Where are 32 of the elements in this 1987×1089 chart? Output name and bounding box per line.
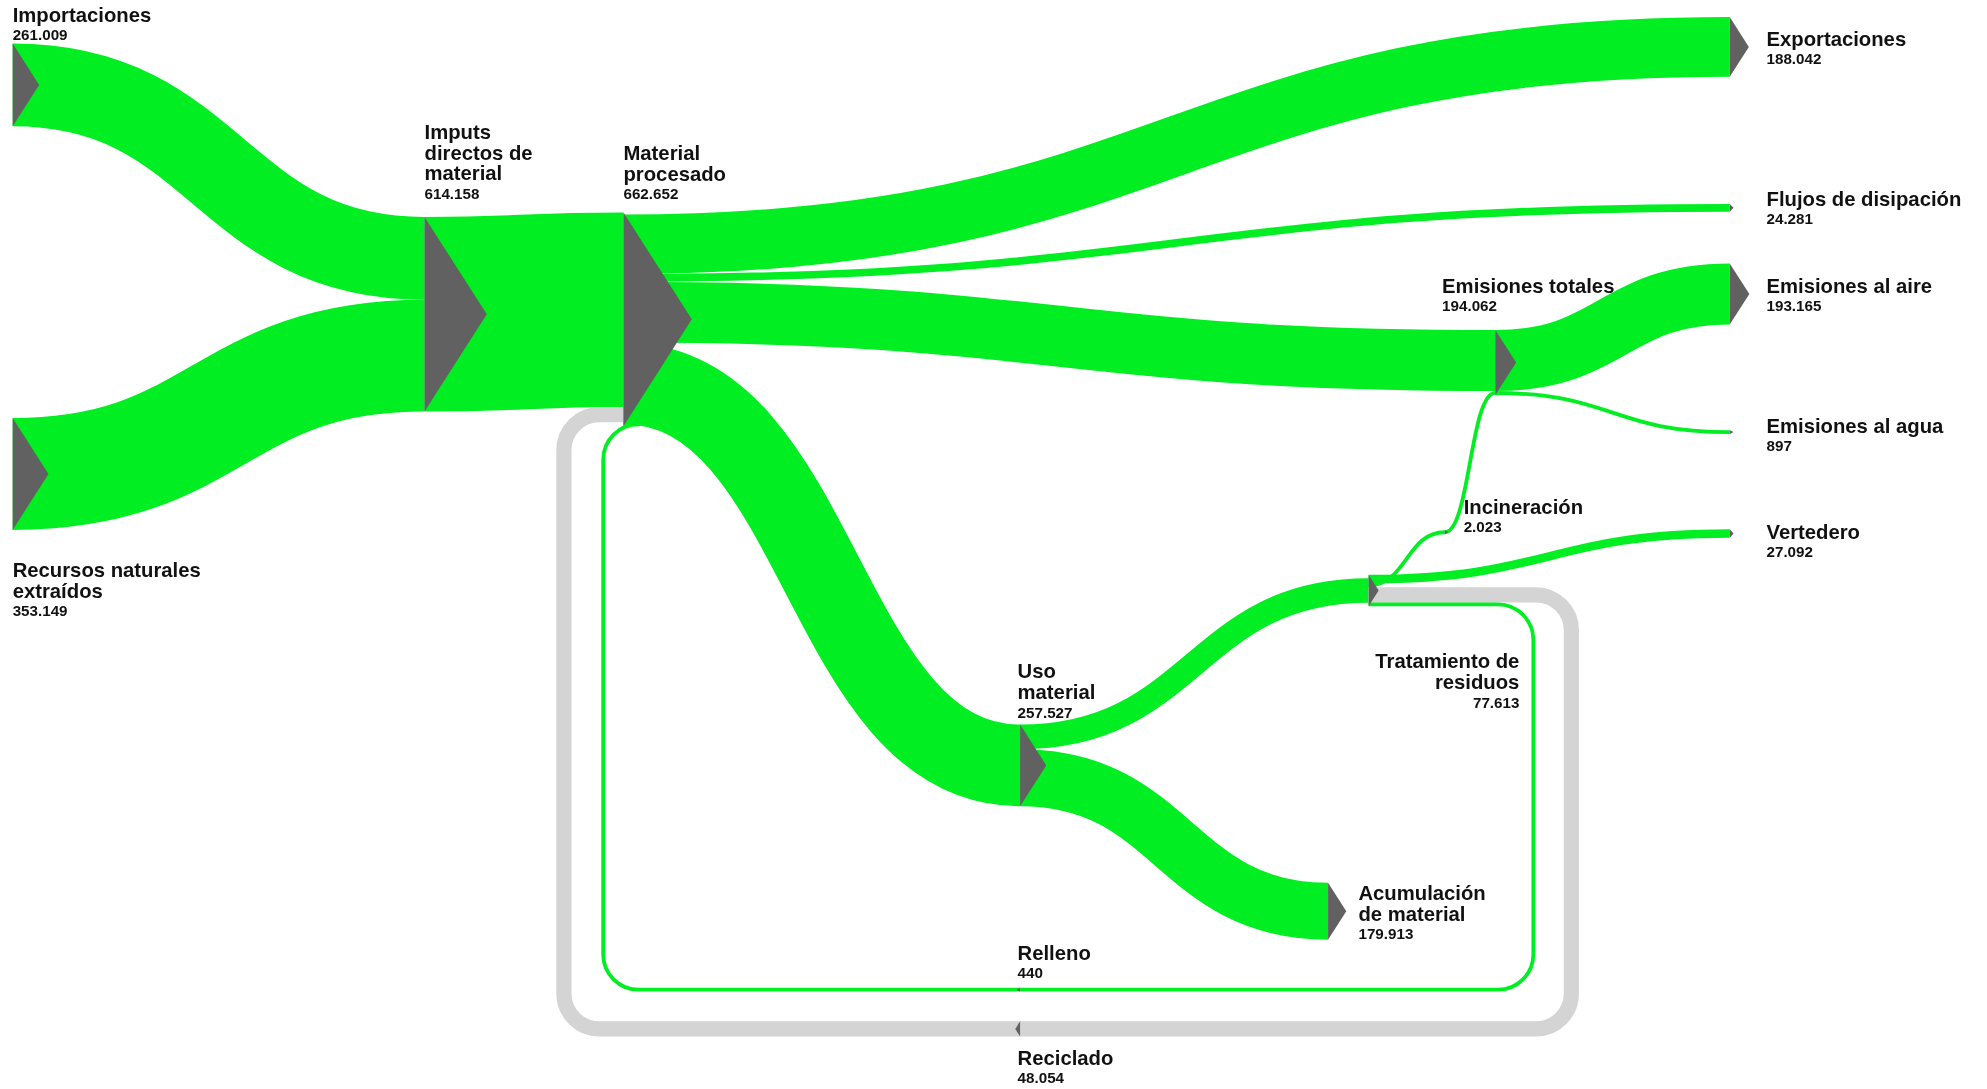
category-label: Emisiones al agua — [1766, 414, 1945, 437]
data-label: 48.054 — [1017, 1069, 1065, 1087]
data-label: 257.527 — [1017, 703, 1073, 721]
data-label: 188.042 — [1766, 50, 1822, 68]
data-label: 27.092 — [1766, 543, 1813, 561]
data-label: 353.149 — [12, 602, 68, 620]
data-label: 662.652 — [623, 185, 679, 203]
category-label: Importaciones — [12, 4, 152, 27]
data-label: 24.281 — [1766, 210, 1814, 228]
data-label: 2.023 — [1463, 517, 1502, 535]
data-label: 193.165 — [1766, 297, 1822, 315]
data-label: 77.613 — [1472, 693, 1520, 711]
data-label: 261.009 — [12, 26, 68, 44]
data-label: 897 — [1766, 436, 1792, 454]
category-label: Incineración — [1463, 495, 1584, 518]
data-label: 614.158 — [424, 184, 480, 202]
data-label: 179.913 — [1358, 925, 1414, 943]
category-label: Emisiones al aire — [1766, 275, 1933, 298]
category-label: Emisiones totales — [1442, 275, 1615, 298]
category-label: Reciclado — [1017, 1046, 1114, 1069]
data-label: 194.062 — [1442, 297, 1497, 315]
category-label: Recursos naturales extraídos — [12, 559, 201, 603]
category-label: Material procesado — [623, 142, 726, 186]
category-label: Exportaciones — [1766, 28, 1907, 51]
category-label: Flujos de disipación — [1766, 187, 1962, 210]
category-label: Relleno — [1017, 941, 1091, 964]
category-label: Uso material — [1017, 660, 1096, 704]
data-label: 440 — [1017, 964, 1043, 982]
category-label: Imputs directos de material — [424, 120, 533, 185]
category-label: Vertedero — [1766, 521, 1860, 544]
category-label: Tratamiento de residuos — [1375, 650, 1520, 694]
category-label: Acumulación de material — [1358, 882, 1486, 926]
